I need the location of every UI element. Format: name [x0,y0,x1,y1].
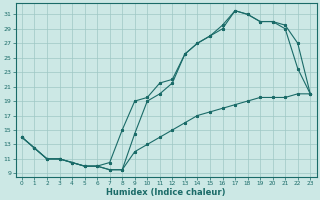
X-axis label: Humidex (Indice chaleur): Humidex (Indice chaleur) [106,188,226,197]
